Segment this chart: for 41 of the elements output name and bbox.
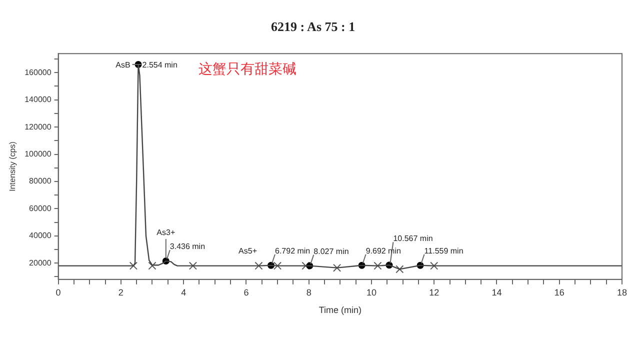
point: [430, 262, 438, 270]
x-tick-label: 16: [554, 287, 564, 298]
y-axis-title: Intensity (cps): [8, 141, 18, 192]
annotation: As3+: [156, 228, 176, 238]
annotation: 8.027 min: [314, 246, 349, 256]
annotation: 2.554 min: [142, 60, 178, 70]
x-tick-label: 8: [306, 287, 312, 298]
annotation: AsB: [116, 60, 130, 70]
annotation: 6.792 min: [275, 246, 310, 256]
point: [332, 264, 342, 272]
annotation: 11.559 min: [424, 246, 464, 256]
x-tick-label: 14: [492, 287, 502, 298]
point: [374, 262, 382, 270]
x-tick-label: 12: [429, 287, 440, 298]
point: [188, 262, 197, 270]
y-tick-label: 20000: [29, 258, 52, 268]
y-tick-label: 60000: [29, 204, 52, 213]
point: [254, 262, 263, 270]
x-tick-label: 0: [56, 287, 61, 298]
point: [273, 262, 282, 270]
point: [396, 265, 404, 274]
annotation: 这蟹只有甜菜碱: [198, 62, 296, 78]
point: [302, 262, 310, 270]
point: [148, 262, 156, 270]
y-tick-label: 40000: [29, 231, 52, 240]
y-tick-label: 100000: [24, 149, 52, 158]
annotation: 3.436 min: [170, 242, 206, 252]
point: [129, 262, 138, 270]
annotation: 10.567 min: [393, 234, 433, 244]
x-tick-label: 10: [366, 287, 376, 298]
x-tick-label: 6: [244, 287, 249, 298]
annotation: As5+: [238, 246, 258, 256]
x-tick-label: 2: [118, 287, 124, 298]
y-tick-label: 80000: [29, 176, 52, 186]
x-tick-label: 4: [181, 287, 186, 298]
chart-title: 6219 : As 75 : 1: [270, 19, 356, 34]
y-tick-label: 120000: [24, 122, 52, 132]
y-tick-label: 160000: [24, 68, 52, 77]
x-axis-title: Time (min): [318, 305, 362, 316]
y-tick-label: 140000: [24, 95, 52, 104]
x-tick-label: 18: [616, 287, 628, 298]
